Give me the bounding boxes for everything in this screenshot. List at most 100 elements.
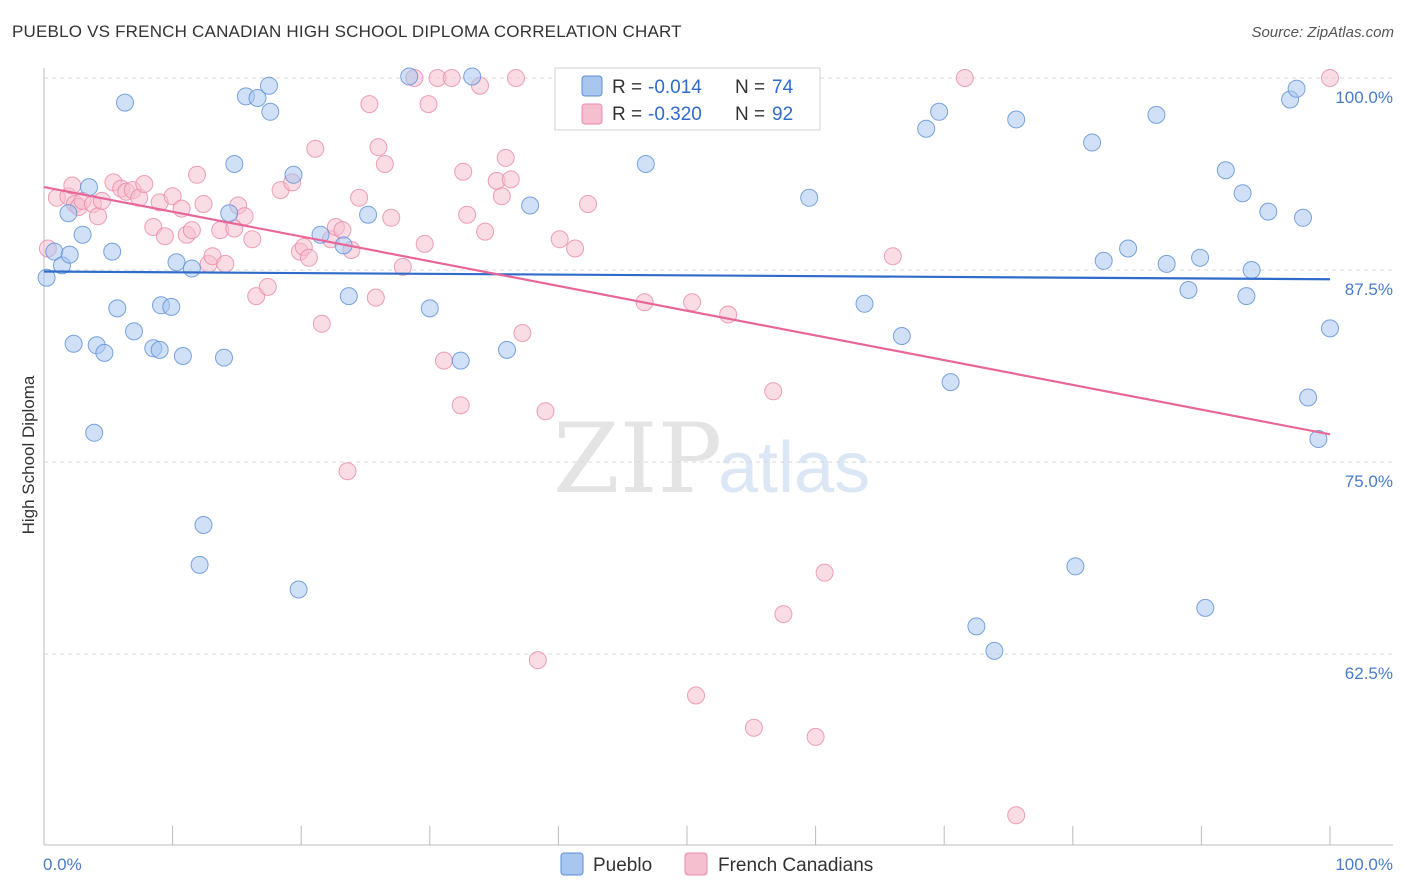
y-tick-label-0: 100.0% [1335,88,1393,107]
pueblo-trend-line [43,270,1331,281]
bottom-legend-label-pueblo: Pueblo [593,855,652,876]
french-canadians-point-84 [883,247,902,266]
pueblo-point-24 [220,204,239,223]
pueblo-point-52 [1066,557,1085,576]
pueblo-point-39 [498,340,516,359]
french-canadians-point-30 [235,207,254,226]
pueblo-point-5 [73,225,92,244]
y-tick-labels: 100.0% 87.5% 75.0% 62.5% [1335,88,1393,683]
french-canadians-point-73 [566,239,585,258]
french-canadians-point-83 [815,563,834,582]
bottom-legend-swatch-pueblo [560,852,584,876]
french-canadians-point-52 [393,257,412,276]
pueblo-point-17 [162,297,181,316]
pueblo-point-47 [930,102,949,121]
pueblo-point-10 [103,242,122,261]
pueblo-point-44 [855,294,874,313]
pueblo-point-50 [985,641,1004,660]
french-canadians-point-18 [163,187,182,206]
pueblo-point-67 [1287,79,1306,98]
french-canadians-point-33 [258,277,277,296]
pueblo-point-21 [194,516,213,534]
legend-swatch-pueblo [581,75,603,97]
french-canadians-point-46 [350,188,369,207]
french-canadians-point-59 [451,396,470,415]
french-canadians-point-44 [338,462,357,481]
french-canadians-point-21 [182,221,201,240]
french-canadians-point-57 [434,351,453,370]
legend: R = -0.014 N = 74 R = -0.320 N = 92 [554,67,821,131]
pueblo-point-70 [1299,388,1318,407]
pueblo-point-38 [463,67,482,86]
pueblo-point-36 [400,67,419,86]
pueblo-point-72 [60,245,79,264]
pueblo-point-58 [1179,281,1198,299]
french-canadians-point-23 [194,195,213,213]
watermark-atlas: atlas [718,428,870,508]
legend-n-value-french: 92 [772,104,793,125]
pueblo-point-18 [167,253,186,272]
legend-n-label-pueblo: N = [735,77,765,98]
french-canadians-point-38 [299,248,318,267]
legend-n-value-pueblo: 74 [772,77,794,98]
legend-r-value-pueblo: -0.014 [648,77,702,98]
pueblo-point-57 [1157,254,1176,273]
pueblo-point-42 [636,155,655,173]
pueblo-point-20 [182,259,201,278]
y-tick-label-1: 87.5% [1345,280,1393,299]
french-canadians-point-87 [1321,69,1339,87]
french-canadians-point-50 [375,155,394,173]
french-canadians-points [38,69,1339,825]
pueblo-point-6 [80,178,98,197]
french-canadians-point-70 [528,651,547,670]
french-canadians-point-81 [774,605,793,624]
pueblo-point-48 [941,373,960,392]
french-canadians-point-47 [360,95,379,114]
source-label: Source: ZipAtlas.com [1251,24,1394,41]
french-canadians-point-90 [687,686,705,705]
y-tick-label-3: 62.5% [1345,664,1393,683]
french-canadians-point-65 [492,187,511,206]
chart-title: PUEBLO VS FRENCH CANADIAN HIGH SCHOOL DI… [12,22,682,41]
french-canadians-point-86 [1007,806,1026,825]
pueblo-point-4 [64,334,83,353]
y-tick-label-2: 75.0% [1345,472,1393,491]
pueblo-point-45 [892,327,911,345]
pueblo-point-63 [1237,287,1256,306]
french-canadians-point-74 [579,195,597,213]
pueblo-point-55 [1119,239,1138,258]
french-canadians-point-82 [806,727,825,746]
pueblo-points [37,67,1339,660]
french-canadians-point-8 [92,191,111,210]
french-canadians-point-69 [513,324,532,342]
pueblo-point-56 [1147,105,1166,124]
pueblo-point-35 [359,205,378,224]
french-canadians-point-22 [188,165,206,184]
pueblo-point-0 [37,268,56,287]
pueblo-point-27 [248,89,267,107]
french-canadians-trend-line [43,185,1331,436]
pueblo-point-61 [1216,161,1235,180]
french-canadians-point-31 [243,230,262,249]
french-canadians-point-14 [135,175,154,193]
pueblo-point-25 [225,155,244,173]
french-canadians-point-54 [415,234,434,253]
watermark-zip: ZIP [553,403,722,515]
y-axis-label: High School Diploma [19,375,38,534]
french-canadians-point-63 [476,222,495,241]
french-canadians-point-66 [496,148,515,167]
bottom-legend-label-french: French Canadians [718,855,873,876]
french-canadians-point-61 [458,205,477,224]
french-canadians-point-51 [382,208,401,227]
bottom-legend: Pueblo French Canadians [560,852,873,876]
pueblo-point-15 [150,340,169,359]
french-canadians-point-71 [536,402,555,421]
legend-n-label-french: N = [735,104,765,125]
french-canadians-point-67 [501,170,520,189]
pueblo-point-65 [1259,202,1278,221]
french-canadians-point-27 [216,254,235,273]
pueblo-point-40 [521,196,540,215]
x-tick-label-max: 100.0% [1335,855,1393,874]
pueblo-point-37 [451,351,470,370]
